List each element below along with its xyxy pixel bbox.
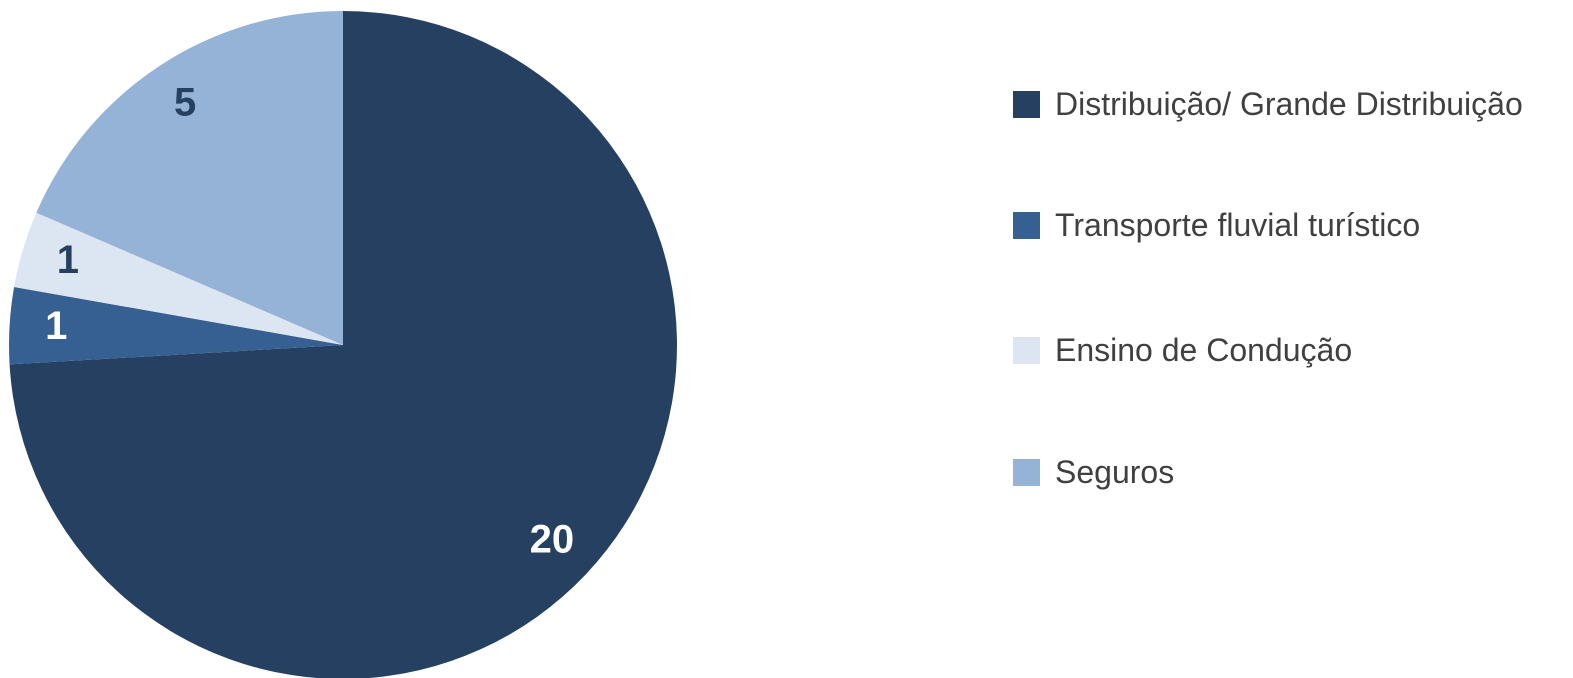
legend-label: Ensino de Condução xyxy=(1055,332,1353,368)
data-label: 1 xyxy=(45,304,67,348)
data-label: 1 xyxy=(57,238,79,282)
legend-swatch xyxy=(1013,459,1040,486)
pie-slice xyxy=(14,212,343,345)
legend-item: Seguros xyxy=(1013,443,1555,502)
pie-slice xyxy=(36,11,343,345)
legend-label: Seguros xyxy=(1055,454,1175,490)
legend-item: Ensino de Condução xyxy=(1013,321,1555,380)
data-label: 20 xyxy=(530,518,575,562)
pie-slice xyxy=(9,287,344,365)
legend-item: Distribuição/ Grande Distribuição xyxy=(1013,75,1555,134)
legend-item: Transporte fluvial turístico xyxy=(1013,196,1555,255)
legend-label: Transporte fluvial turístico xyxy=(1055,207,1421,243)
pie-slice xyxy=(9,11,677,678)
data-label: 5 xyxy=(174,81,196,125)
legend-swatch xyxy=(1013,91,1040,118)
pie-area: 20 1 1 5 xyxy=(9,11,677,678)
legend-label: Distribuição/ Grande Distribuição xyxy=(1055,86,1523,122)
legend-swatch xyxy=(1013,212,1040,239)
legend-swatch xyxy=(1013,337,1040,364)
